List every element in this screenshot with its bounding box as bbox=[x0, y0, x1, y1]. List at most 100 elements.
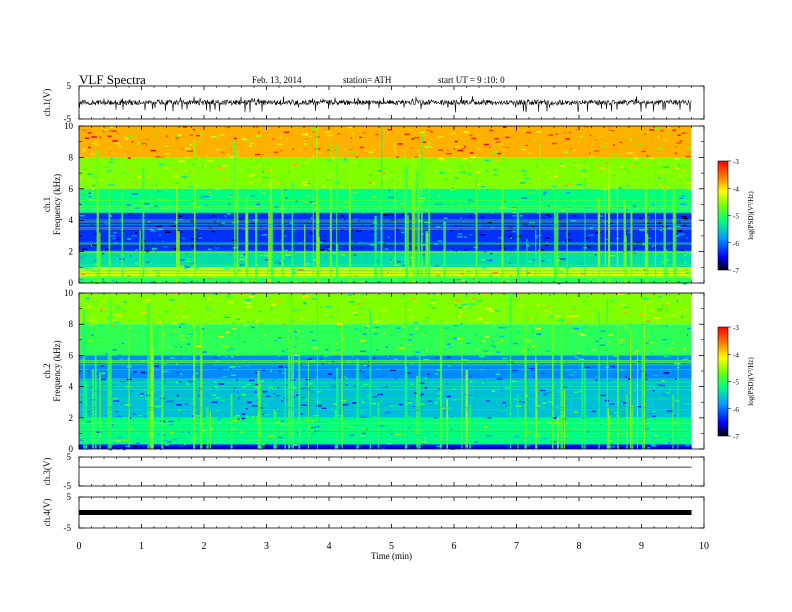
spectrogram-speckle bbox=[645, 131, 650, 133]
spectrogram-speckle bbox=[243, 324, 248, 327]
spectrogram-speckle bbox=[619, 141, 623, 144]
spectrogram-speckle bbox=[287, 256, 292, 259]
spectrogram-speckle bbox=[98, 338, 103, 341]
spectrogram-speckle bbox=[199, 133, 204, 136]
spectrogram-speckle bbox=[189, 172, 195, 174]
spectrogram-speckle bbox=[85, 297, 90, 300]
spectrogram-speckle bbox=[396, 176, 401, 178]
spectrogram-speckle bbox=[572, 371, 577, 373]
spectrogram-speckle bbox=[613, 355, 618, 357]
spectrogram-speckle bbox=[328, 373, 332, 375]
sferic-streak bbox=[598, 310, 600, 449]
spectrogram-speckle bbox=[262, 369, 266, 372]
spectrogram-speckle bbox=[578, 165, 581, 167]
spectrogram-speckle bbox=[687, 186, 690, 188]
spectrogram-speckle bbox=[132, 413, 136, 415]
spectrogram-speckle bbox=[255, 383, 259, 386]
y-tick-label: 6 bbox=[69, 184, 74, 194]
spectrogram-speckle bbox=[279, 150, 283, 152]
spectrogram-speckle bbox=[317, 157, 320, 160]
spectrogram-speckle bbox=[557, 191, 561, 193]
spectrogram-speckle bbox=[683, 217, 689, 220]
spectrogram-speckle bbox=[538, 249, 540, 251]
spectrogram-speckle bbox=[145, 144, 148, 146]
spectrogram-speckle bbox=[407, 157, 411, 159]
spectrogram-speckle bbox=[304, 263, 311, 265]
ch4-trace bbox=[79, 510, 692, 515]
spectrogram-speckle bbox=[172, 225, 176, 227]
spectrogram-speckle bbox=[599, 423, 602, 425]
spectrogram-speckle bbox=[116, 314, 123, 317]
spectrogram-speckle bbox=[471, 137, 477, 140]
spectrogram-speckle bbox=[482, 340, 486, 342]
sferic-streak bbox=[426, 233, 429, 283]
spectrogram-speckle bbox=[597, 333, 602, 336]
spectrogram-speckle bbox=[255, 372, 257, 374]
spectral-line bbox=[79, 359, 692, 361]
spectrogram-speckle bbox=[99, 158, 102, 161]
spectrogram-speckle bbox=[178, 134, 182, 137]
spectrogram-speckle bbox=[593, 150, 600, 152]
spectrogram-speckle bbox=[343, 206, 348, 208]
spectrogram-speckle bbox=[189, 305, 194, 307]
spectrogram-speckle bbox=[570, 219, 576, 222]
spectral-line bbox=[79, 221, 692, 223]
spectrogram-speckle bbox=[303, 301, 306, 304]
spectrogram-speckle bbox=[497, 342, 500, 345]
spectrogram-speckle bbox=[390, 174, 393, 177]
spectrogram-speckle bbox=[543, 393, 546, 396]
spectrogram-speckle bbox=[502, 148, 508, 150]
spectrogram-speckle bbox=[281, 424, 288, 426]
spectrogram-speckle bbox=[454, 140, 458, 143]
spectrogram-speckle bbox=[245, 302, 251, 304]
spectrogram-speckle bbox=[251, 320, 256, 323]
spectrogram-speckle bbox=[247, 440, 253, 442]
spectrogram-speckle bbox=[594, 139, 598, 141]
spectrogram-speckle bbox=[216, 246, 219, 248]
spectrogram-speckle bbox=[196, 186, 198, 189]
spectrogram-speckle bbox=[603, 192, 606, 194]
spectrogram-speckle bbox=[244, 415, 250, 418]
spectrogram-speckle bbox=[578, 263, 584, 265]
spectrogram-speckle bbox=[82, 255, 87, 257]
spectrogram-speckle bbox=[327, 149, 332, 151]
spectrogram-speckle bbox=[592, 224, 596, 227]
spectrogram-speckle bbox=[118, 326, 122, 329]
spectrogram-speckle bbox=[460, 311, 463, 313]
spectrogram-speckle bbox=[304, 162, 309, 164]
spectrogram-speckle bbox=[548, 428, 551, 430]
spectrogram-speckle bbox=[236, 143, 242, 146]
spectral-line bbox=[79, 252, 692, 253]
spectrogram-speckle bbox=[599, 344, 605, 347]
spectrogram-speckle bbox=[84, 267, 90, 269]
spectrogram-speckle bbox=[385, 346, 387, 348]
sferic-streak bbox=[524, 310, 527, 449]
spectrogram-speckle bbox=[391, 355, 395, 357]
spectrogram-speckle bbox=[619, 433, 624, 435]
spectrogram-speckle bbox=[187, 149, 190, 151]
spectrogram-speckle bbox=[149, 278, 153, 281]
spectrogram-speckle bbox=[644, 417, 647, 420]
spectrogram-speckle bbox=[481, 186, 486, 188]
spectral-line bbox=[79, 205, 692, 207]
spectrogram-speckle bbox=[684, 402, 691, 405]
spectrogram-speckle bbox=[644, 342, 649, 345]
spectrogram-speckle bbox=[507, 280, 509, 282]
spectrogram-speckle bbox=[381, 386, 384, 388]
colorbar bbox=[717, 160, 729, 271]
spectrogram-speckle bbox=[157, 198, 162, 201]
spectrogram-speckle bbox=[426, 304, 432, 306]
spectrogram-speckle bbox=[541, 166, 546, 169]
spectrogram-speckle bbox=[618, 167, 621, 169]
spectrogram-speckle bbox=[223, 267, 229, 270]
spectrogram-speckle bbox=[250, 161, 253, 164]
spectrogram-speckle bbox=[336, 343, 338, 345]
spectrogram-speckle bbox=[623, 198, 625, 200]
ch1_waveform-panel: 5-5ch.1(V) bbox=[42, 81, 705, 124]
spectrogram-speckle bbox=[79, 278, 84, 281]
spectrogram-speckle bbox=[259, 323, 264, 325]
spectrogram-speckle bbox=[534, 234, 536, 236]
spectrogram-speckle bbox=[390, 432, 393, 435]
spectrogram-speckle bbox=[135, 231, 137, 234]
spectrogram-speckle bbox=[244, 335, 247, 337]
